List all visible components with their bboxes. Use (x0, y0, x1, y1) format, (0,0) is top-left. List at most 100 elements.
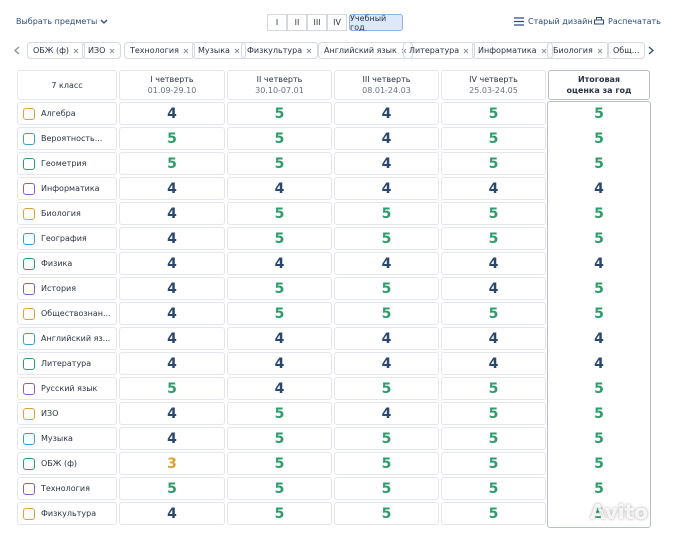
grade[interactable]: 5 (441, 502, 546, 525)
subject-cell[interactable]: Английский яз... (17, 327, 117, 350)
grade[interactable]: 4 (441, 277, 546, 300)
tab[interactable]: II (287, 14, 307, 31)
grade[interactable]: 5 (441, 202, 546, 225)
grade[interactable]: 5 (441, 427, 546, 450)
subject-cell[interactable]: Биология (17, 202, 117, 225)
grade[interactable]: 4 (441, 327, 546, 350)
grade[interactable]: 3 (119, 452, 225, 475)
chip-remove[interactable] (597, 48, 603, 54)
grade[interactable]: 4 (119, 427, 225, 450)
chip-remove[interactable] (183, 48, 189, 54)
subject-cell[interactable]: Геометрия (17, 152, 117, 175)
grade[interactable]: 5 (119, 477, 225, 500)
grade[interactable]: 5 (334, 452, 439, 475)
chip-remove[interactable] (234, 48, 240, 54)
grade[interactable]: 5 (441, 452, 546, 475)
grade[interactable]: 4 (334, 252, 439, 275)
grade[interactable]: 4 (119, 277, 225, 300)
grade[interactable]: 4 (548, 252, 650, 275)
grade[interactable]: 5 (119, 152, 225, 175)
chip-remove[interactable] (73, 48, 79, 54)
filter-chip[interactable]: Физкультура (241, 42, 319, 59)
chip-remove[interactable] (541, 48, 547, 54)
grade[interactable]: 5 (334, 377, 439, 400)
grade[interactable]: 5 (227, 402, 332, 425)
grade[interactable]: 5 (548, 377, 650, 400)
grade[interactable]: 5 (548, 277, 650, 300)
old-design[interactable]: Старый дизайн (514, 17, 593, 26)
grade[interactable]: 4 (548, 327, 650, 350)
grade[interactable]: 4 (334, 102, 439, 125)
filter-chip[interactable]: Технология (124, 42, 195, 59)
filter-chip[interactable]: ИЗО (82, 42, 122, 59)
filter-chip[interactable]: ОБЖ (ф) (27, 42, 86, 59)
grade[interactable]: 5 (548, 202, 650, 225)
grade[interactable]: 5 (227, 102, 332, 125)
grade[interactable]: 5 (227, 227, 332, 250)
grade[interactable]: 5 (548, 102, 650, 125)
grade[interactable]: 5 (334, 427, 439, 450)
grade[interactable]: 5 (441, 127, 546, 150)
grade[interactable]: 5 (227, 127, 332, 150)
subject-cell[interactable]: Вероятность... (17, 127, 117, 150)
grade[interactable]: 5 (227, 427, 332, 450)
grade[interactable]: 5 (548, 127, 650, 150)
grade[interactable]: 4 (441, 352, 546, 375)
tab[interactable]: III (307, 14, 327, 31)
tab[interactable]: Учебный год (349, 14, 403, 32)
grade[interactable]: 4 (119, 402, 225, 425)
grade[interactable]: 5 (334, 302, 439, 325)
grade[interactable]: 5 (548, 477, 650, 500)
grade[interactable]: 5 (441, 402, 546, 425)
grade[interactable]: 4 (548, 352, 650, 375)
grade[interactable]: 5 (441, 227, 546, 250)
grade[interactable]: 4 (548, 177, 650, 200)
grade[interactable]: 5 (119, 127, 225, 150)
subject-cell[interactable]: География (17, 227, 117, 250)
filter-chip[interactable]: Общ... (607, 42, 646, 59)
grade[interactable]: 5 (334, 502, 439, 525)
subject-cell[interactable]: Русский язык (17, 377, 117, 400)
grade[interactable]: 4 (227, 377, 332, 400)
grade[interactable]: 4 (119, 327, 225, 350)
subject-cell[interactable]: Информатика (17, 177, 117, 200)
grade[interactable]: 5 (548, 302, 650, 325)
grade[interactable]: 4 (334, 152, 439, 175)
chip-remove[interactable] (306, 48, 312, 54)
grade[interactable]: 5 (334, 277, 439, 300)
grade[interactable]: 4 (334, 327, 439, 350)
filter-chip[interactable]: Биология (547, 42, 609, 59)
grade[interactable]: 5 (441, 377, 546, 400)
grade[interactable]: 5 (227, 452, 332, 475)
subject-cell[interactable]: Музыка (17, 427, 117, 450)
grade[interactable]: 4 (119, 302, 225, 325)
grade[interactable]: 5 (227, 202, 332, 225)
grade[interactable]: 4 (441, 252, 546, 275)
grade[interactable]: 4 (227, 177, 332, 200)
tab[interactable]: IV (327, 14, 347, 31)
grade[interactable]: 4 (119, 227, 225, 250)
subject-cell[interactable]: Физкультура (17, 502, 117, 525)
grade[interactable]: 5 (548, 502, 650, 525)
grade[interactable]: 5 (227, 277, 332, 300)
grade[interactable]: 4 (227, 352, 332, 375)
grade[interactable]: 5 (548, 427, 650, 450)
scroll-right[interactable] (648, 46, 654, 55)
grade[interactable]: 5 (227, 302, 332, 325)
filter-chip[interactable]: Литература (403, 42, 476, 59)
grade[interactable]: 5 (119, 377, 225, 400)
grade[interactable]: 5 (548, 152, 650, 175)
subjects-button[interactable]: Выбрать предметы (16, 17, 108, 26)
grade[interactable]: 4 (119, 202, 225, 225)
grade[interactable]: 4 (227, 252, 332, 275)
grade[interactable]: 5 (227, 502, 332, 525)
subject-cell[interactable]: Физика (17, 252, 117, 275)
tab[interactable]: I (267, 14, 287, 31)
grade[interactable]: 5 (548, 227, 650, 250)
grade[interactable]: 5 (227, 152, 332, 175)
filter-chip[interactable]: Английский язык (318, 42, 413, 59)
grade[interactable]: 5 (441, 152, 546, 175)
grade[interactable]: 4 (441, 177, 546, 200)
scroll-left[interactable] (14, 46, 20, 55)
grade[interactable]: 4 (119, 102, 225, 125)
